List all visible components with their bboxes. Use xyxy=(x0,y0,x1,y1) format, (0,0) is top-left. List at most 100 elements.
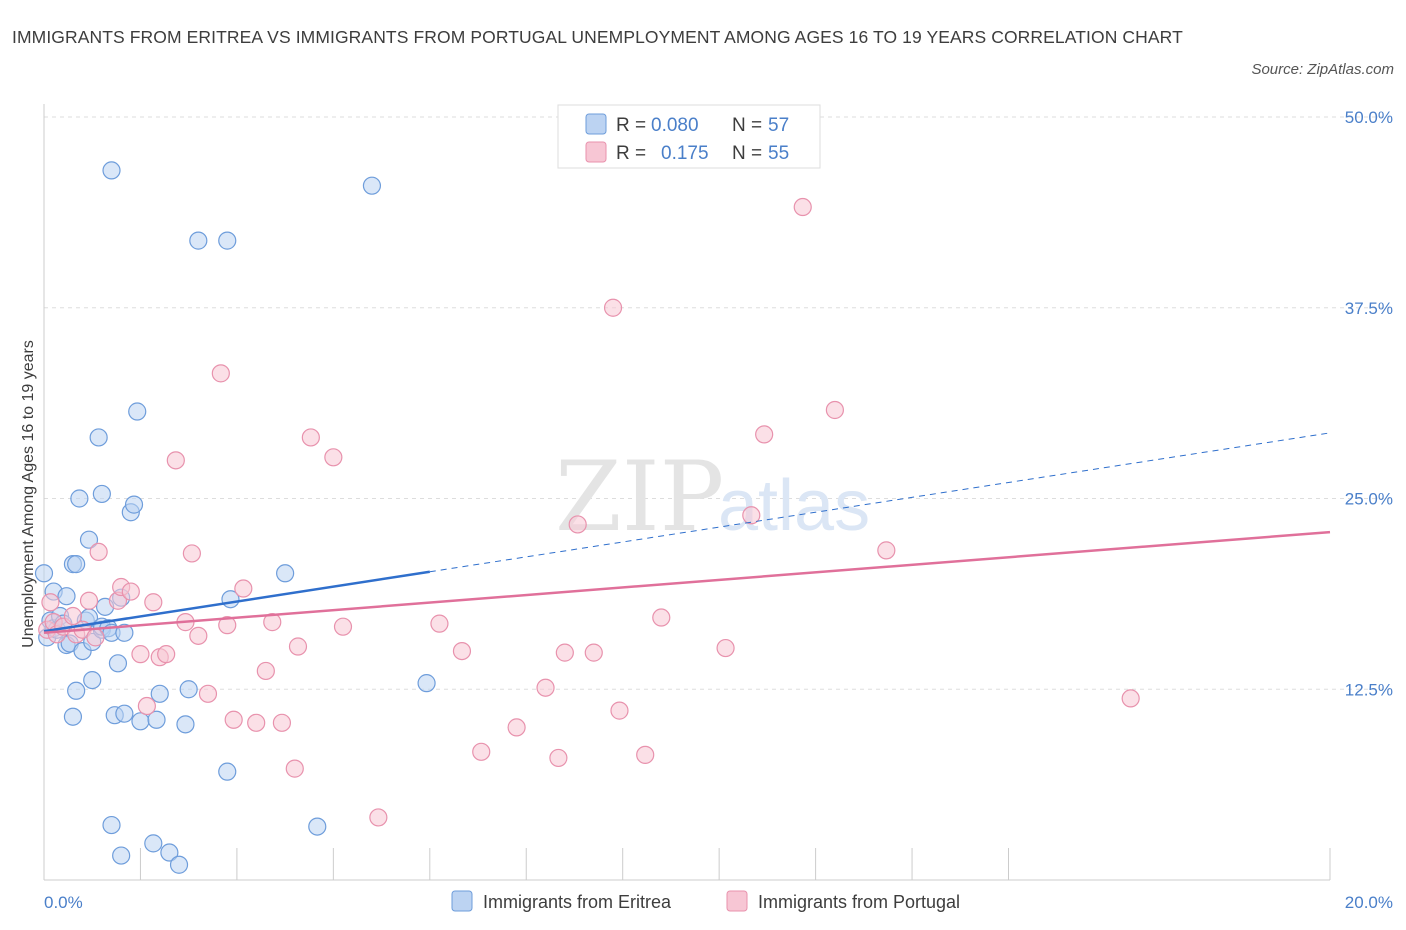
point-portugal-39 xyxy=(452,641,472,661)
point-portugal-1 xyxy=(41,593,60,612)
point-portugal-53 xyxy=(755,425,774,444)
point-portugal-52 xyxy=(742,506,761,525)
point-eritrea-35 xyxy=(115,623,134,642)
point-portugal-13 xyxy=(121,582,140,601)
trend-eritrea-solid xyxy=(43,570,430,633)
axes xyxy=(43,104,1330,881)
point-portugal-28 xyxy=(247,713,266,732)
point-portugal-5 xyxy=(63,606,83,626)
point-eritrea-34 xyxy=(112,846,131,865)
point-portugal-15 xyxy=(137,696,156,716)
point-eritrea-48 xyxy=(189,231,208,250)
x-tick-labels: 0.0% 20.0% xyxy=(44,893,1393,912)
point-portugal-34 xyxy=(301,428,320,447)
legend-swatch-portugal xyxy=(585,141,607,163)
point-portugal-25 xyxy=(218,616,237,635)
point-portugal-46 xyxy=(584,643,603,662)
point-portugal-14 xyxy=(131,645,150,664)
legend-n-value-portugal: 55 xyxy=(768,143,789,164)
point-portugal-37 xyxy=(369,808,388,827)
x-ticks xyxy=(43,848,1331,880)
point-eritrea-50 xyxy=(218,762,237,781)
point-portugal-54 xyxy=(793,197,812,217)
legend-box: R = 0.080 N = 57 R = 0.175 N = 55 xyxy=(557,104,821,169)
point-eritrea-46 xyxy=(176,715,195,734)
point-portugal-22 xyxy=(189,626,208,645)
point-portugal-35 xyxy=(324,448,343,467)
point-portugal-33 xyxy=(288,637,308,656)
point-eritrea-19 xyxy=(79,530,99,549)
point-eritrea-43 xyxy=(150,684,169,703)
point-eritrea-54 xyxy=(362,176,382,195)
point-portugal-43 xyxy=(549,748,568,768)
point-portugal-57 xyxy=(1121,689,1140,708)
point-portugal-8 xyxy=(79,591,99,610)
point-portugal-9 xyxy=(86,628,105,647)
point-portugal-56 xyxy=(877,541,896,560)
point-portugal-50 xyxy=(652,608,671,627)
point-portugal-49 xyxy=(636,745,655,764)
point-portugal-41 xyxy=(507,718,526,737)
point-eritrea-30 xyxy=(102,161,121,180)
source-label: Source: ZipAtlas.com xyxy=(1251,61,1394,78)
point-portugal-51 xyxy=(716,638,735,658)
point-eritrea-42 xyxy=(147,710,166,729)
point-eritrea-15 xyxy=(70,489,89,508)
legend-swatch-eritrea xyxy=(585,113,607,135)
legend-r-value-portugal: 0.175 xyxy=(661,143,709,164)
point-portugal-30 xyxy=(263,613,282,632)
point-eritrea-53 xyxy=(308,817,327,836)
point-eritrea-45 xyxy=(169,855,189,874)
point-portugal-38 xyxy=(430,614,449,633)
point-eritrea-41 xyxy=(144,834,163,853)
y-tick-label-2: 37.5% xyxy=(1345,299,1393,318)
y-tick-label-1: 25.0% xyxy=(1345,490,1393,509)
point-portugal-32 xyxy=(285,759,304,778)
point-portugal-23 xyxy=(198,684,218,703)
point-portugal-44 xyxy=(555,643,574,662)
point-eritrea-52 xyxy=(276,564,295,583)
point-portugal-24 xyxy=(211,364,230,383)
point-portugal-47 xyxy=(603,298,623,317)
y-axis-label: Unemployment Among Ages 16 to 19 years xyxy=(20,340,37,648)
point-eritrea-9 xyxy=(57,587,76,606)
x-tick-label-max: 20.0% xyxy=(1345,893,1393,912)
point-portugal-16 xyxy=(144,593,163,612)
legend-r-label-eritrea: R = xyxy=(616,115,646,136)
watermark-atlas: atlas xyxy=(718,466,870,546)
point-portugal-19 xyxy=(166,451,185,470)
point-portugal-18 xyxy=(157,645,176,664)
trend-lines xyxy=(43,432,1331,635)
point-eritrea-39 xyxy=(128,402,147,421)
point-portugal-21 xyxy=(182,544,201,563)
point-portugal-45 xyxy=(568,515,587,534)
series-portugal-points xyxy=(38,197,1140,827)
point-portugal-55 xyxy=(825,400,844,420)
legend-r-value-eritrea: 0.080 xyxy=(651,115,699,136)
point-eritrea-29 xyxy=(102,815,121,835)
point-eritrea-47 xyxy=(179,680,198,699)
bottom-legend-swatch-portugal xyxy=(726,890,748,912)
point-portugal-36 xyxy=(333,617,353,636)
point-eritrea-36 xyxy=(115,704,134,723)
trend-eritrea-dashed xyxy=(429,432,1331,573)
point-portugal-29 xyxy=(256,661,275,681)
legend-n-label-eritrea: N = xyxy=(732,115,762,136)
chart-title: IMMIGRANTS FROM ERITREA VS IMMIGRANTS FR… xyxy=(12,27,1183,47)
series-eritrea-points xyxy=(34,161,436,874)
point-eritrea-32 xyxy=(108,654,128,673)
legend-n-label-portugal: N = xyxy=(732,143,762,164)
bottom-legend-label-portugal: Immigrants from Portugal xyxy=(758,892,960,912)
point-eritrea-55 xyxy=(417,674,436,693)
x-tick-label-min: 0.0% xyxy=(44,893,83,912)
point-portugal-31 xyxy=(272,713,292,732)
point-eritrea-22 xyxy=(89,428,108,447)
point-eritrea-13 xyxy=(67,681,86,700)
bottom-legend: Immigrants from Eritrea Immigrants from … xyxy=(451,890,960,912)
point-eritrea-0 xyxy=(34,564,54,583)
point-portugal-10 xyxy=(89,542,108,562)
legend-r-label-portugal: R = xyxy=(616,143,646,164)
y-tick-label-3: 50.0% xyxy=(1345,108,1393,127)
trend-portugal-solid xyxy=(43,530,1331,635)
point-portugal-40 xyxy=(472,742,491,761)
